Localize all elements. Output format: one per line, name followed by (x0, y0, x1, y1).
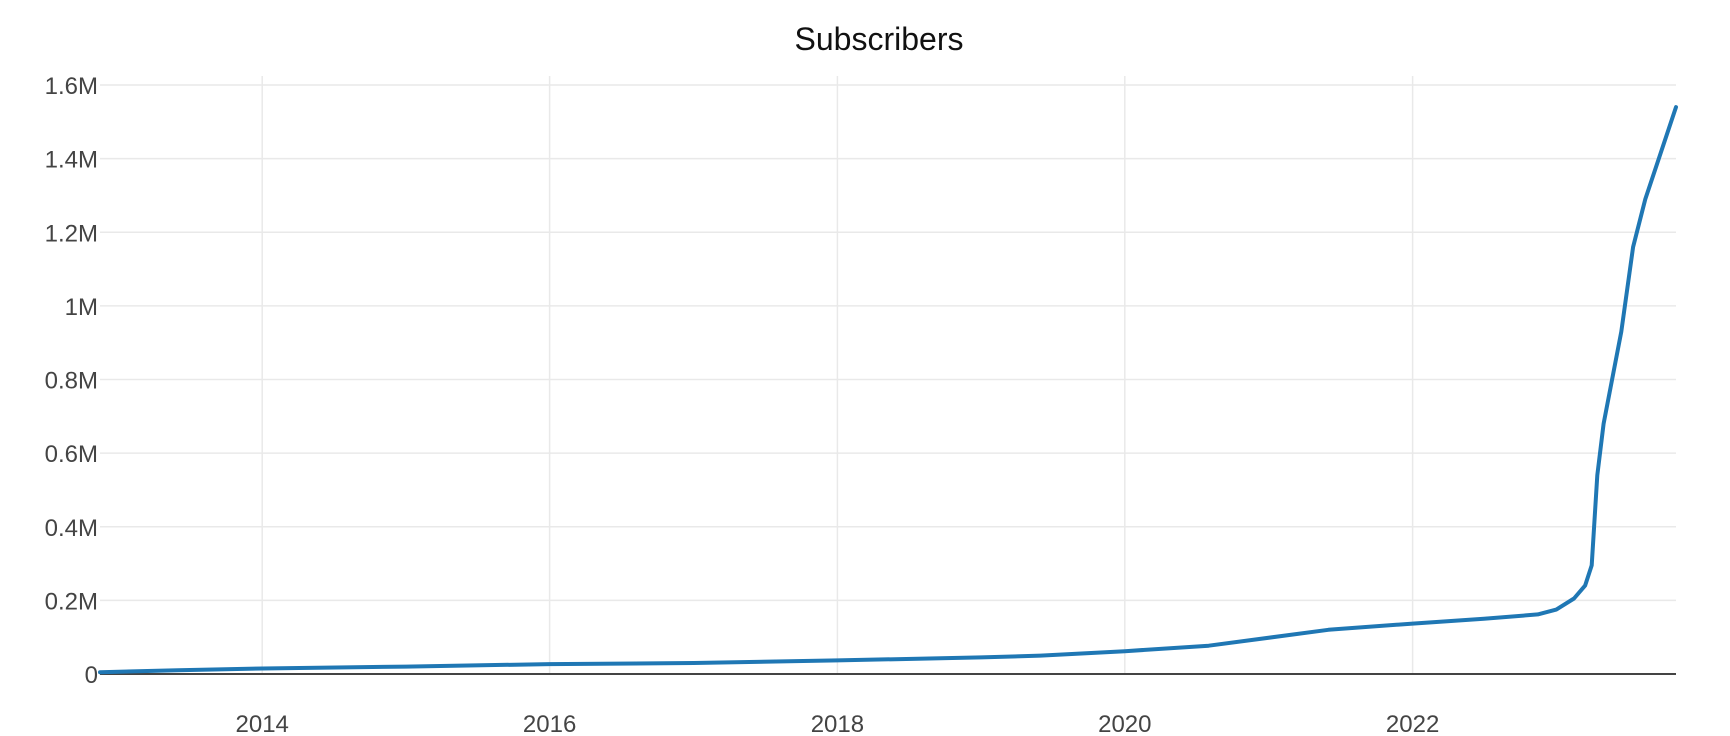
y-tick-label: 1.2M (45, 220, 98, 247)
y-tick-label: 1.6M (45, 73, 98, 100)
x-tick-label: 2022 (1386, 711, 1439, 736)
series-layer (98, 105, 1678, 675)
y-tick-label: 1.4M (45, 147, 98, 174)
x-tick-label: 2016 (523, 711, 576, 736)
axis-layer: 2014 2016 2018 2020 2022 0 0.2M 0.4M 0.6M 0.8M 1M 1… (45, 73, 1676, 736)
x-tick-label: 2020 (1098, 711, 1151, 736)
y-tick-label: 1M (65, 294, 98, 321)
x-tick-label: 2014 (236, 711, 289, 736)
y-tick-label: 0.8M (45, 368, 98, 395)
grid-layer (100, 76, 1676, 674)
chart-title: Subscribers (795, 21, 964, 57)
y-tick-label: 0.2M (45, 588, 98, 615)
y-tick-label: 0.4M (45, 515, 98, 542)
subscribers-series-line (98, 105, 1678, 675)
y-tick-label: 0.6M (45, 441, 98, 468)
x-tick-label: 2018 (811, 711, 864, 736)
y-tick-label: 0 (85, 662, 98, 689)
